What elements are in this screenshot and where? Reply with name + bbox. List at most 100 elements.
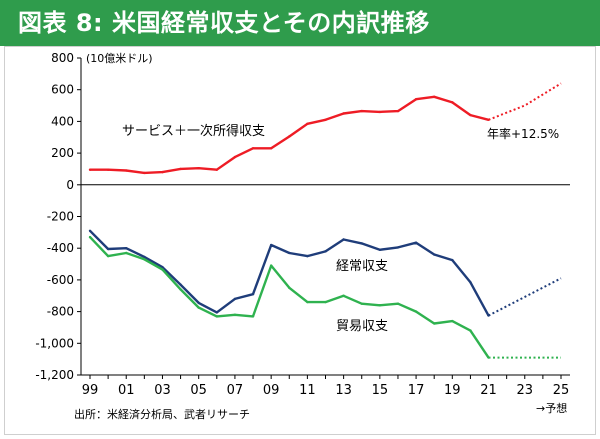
data-point-trade-balance — [215, 315, 219, 318]
x-tick-label: 09 — [263, 383, 280, 398]
x-tick-label: 15 — [372, 383, 389, 398]
series-label-trade-balance: 貿易収支 — [336, 319, 388, 334]
series-line-current-account — [89, 229, 490, 317]
y-tick-label: 800 — [51, 51, 74, 65]
data-point-current-account — [161, 266, 164, 269]
series-label-current-account: 経常収支 — [336, 259, 388, 274]
x-tick-label: 05 — [190, 383, 207, 398]
data-point-current-account — [233, 297, 237, 301]
forecast-line-current-account — [488, 277, 562, 317]
data-point-current-account — [143, 255, 146, 259]
data-point-current-account — [469, 281, 472, 284]
data-point-current-account — [88, 229, 92, 232]
x-tick-label: 13 — [335, 383, 352, 398]
data-point-services-income — [215, 168, 219, 171]
x-axis-ticks: 99 01 03 05 07 09 11 13 15 17 19 21 23 25 — [82, 375, 570, 398]
data-point-current-account — [197, 301, 200, 305]
data-point-trade-balance — [251, 315, 255, 318]
data-point-services-income — [125, 169, 128, 172]
data-point-trade-balance — [125, 251, 128, 255]
data-point-current-account — [432, 253, 436, 256]
x-tick-label: 23 — [516, 383, 533, 398]
data-point-trade-balance — [197, 306, 200, 309]
data-point-services-income — [469, 113, 472, 117]
y-tick-label: -600 — [47, 273, 74, 287]
data-point-trade-balance — [269, 264, 273, 267]
chart-frame — [4, 46, 596, 435]
data-point-trade-balance — [360, 302, 363, 305]
data-point-services-income — [378, 110, 382, 114]
x-tick-label: 07 — [227, 383, 244, 398]
data-point-current-account — [125, 247, 128, 250]
y-tick-label: 400 — [51, 114, 74, 128]
data-point-current-account — [269, 243, 273, 247]
data-point-current-account — [179, 283, 182, 286]
data-point-services-income — [179, 167, 182, 171]
data-point-trade-balance — [414, 310, 418, 313]
data-point-services-income — [197, 166, 200, 170]
data-point-services-income — [233, 155, 237, 159]
data-point-services-income — [342, 112, 345, 115]
data-point-trade-balance — [396, 302, 400, 305]
x-tick-label: 19 — [444, 383, 461, 398]
y-tick-label: -200 — [47, 210, 74, 224]
y-tick-label: 0 — [66, 178, 74, 192]
data-point-current-account — [360, 242, 363, 245]
y-tick-label: -400 — [47, 241, 74, 255]
data-point-trade-balance — [288, 286, 291, 290]
x-tick-label: 01 — [118, 383, 135, 398]
source-note: 出所：米経済分析局、武者リサーチ — [74, 407, 250, 421]
x-tick-label: 17 — [408, 383, 425, 398]
data-point-services-income — [414, 98, 418, 101]
chart-title: 図表 8: 米国経常収支とその内訳推移 — [0, 0, 600, 46]
data-point-current-account — [342, 238, 345, 241]
data-point-trade-balance — [161, 268, 164, 271]
data-point-services-income — [106, 168, 110, 171]
data-point-current-account — [414, 241, 418, 244]
data-point-services-income — [88, 168, 92, 171]
data-point-trade-balance — [469, 329, 472, 332]
data-point-trade-balance — [88, 235, 92, 239]
data-point-trade-balance — [233, 313, 237, 316]
data-point-trade-balance — [179, 288, 182, 291]
data-point-trade-balance — [342, 294, 345, 297]
growth-annotation: 年率+12.5% — [487, 126, 559, 141]
data-point-current-account — [451, 258, 454, 262]
y-tick-label: -800 — [47, 305, 74, 319]
y-axis-ticks: 800 600 400 200 0 -200 -400 -600 -800 -1,000 -1,20… — [35, 51, 81, 382]
data-point-current-account — [215, 311, 219, 314]
data-point-current-account — [396, 246, 400, 249]
data-point-services-income — [396, 109, 400, 113]
data-point-services-income — [360, 109, 363, 113]
data-point-trade-balance — [106, 254, 110, 258]
y-tick-label: -1,000 — [35, 336, 74, 350]
axes — [80, 58, 570, 376]
data-point-trade-balance — [378, 304, 382, 307]
data-point-services-income — [451, 101, 454, 104]
x-tick-label: 25 — [553, 383, 570, 398]
series-label-services-income: サービス＋一次所得収支 — [122, 123, 265, 139]
data-point-trade-balance — [306, 300, 309, 304]
y-tick-label: 200 — [51, 146, 74, 160]
data-point-services-income — [251, 147, 255, 150]
data-point-current-account — [324, 250, 327, 253]
data-point-current-account — [288, 251, 291, 255]
data-point-services-income — [324, 118, 327, 122]
data-point-services-income — [432, 95, 436, 99]
data-point-current-account — [106, 247, 110, 251]
data-point-services-income — [306, 122, 309, 125]
x-tick-label: 11 — [299, 383, 316, 398]
x-tick-label: 03 — [154, 383, 171, 398]
data-point-current-account — [306, 254, 309, 258]
series-line-trade-balance — [89, 236, 490, 359]
data-point-trade-balance — [143, 258, 146, 261]
data-point-services-income — [269, 147, 273, 150]
data-point-trade-balance — [324, 300, 327, 304]
x-tick-label: 21 — [480, 383, 497, 398]
data-point-services-income — [288, 135, 291, 138]
unit-label: (10億米ドル) — [86, 52, 153, 65]
forecast-note: →予想 — [536, 401, 567, 415]
y-tick-label: 600 — [51, 83, 74, 97]
data-point-current-account — [251, 292, 255, 296]
